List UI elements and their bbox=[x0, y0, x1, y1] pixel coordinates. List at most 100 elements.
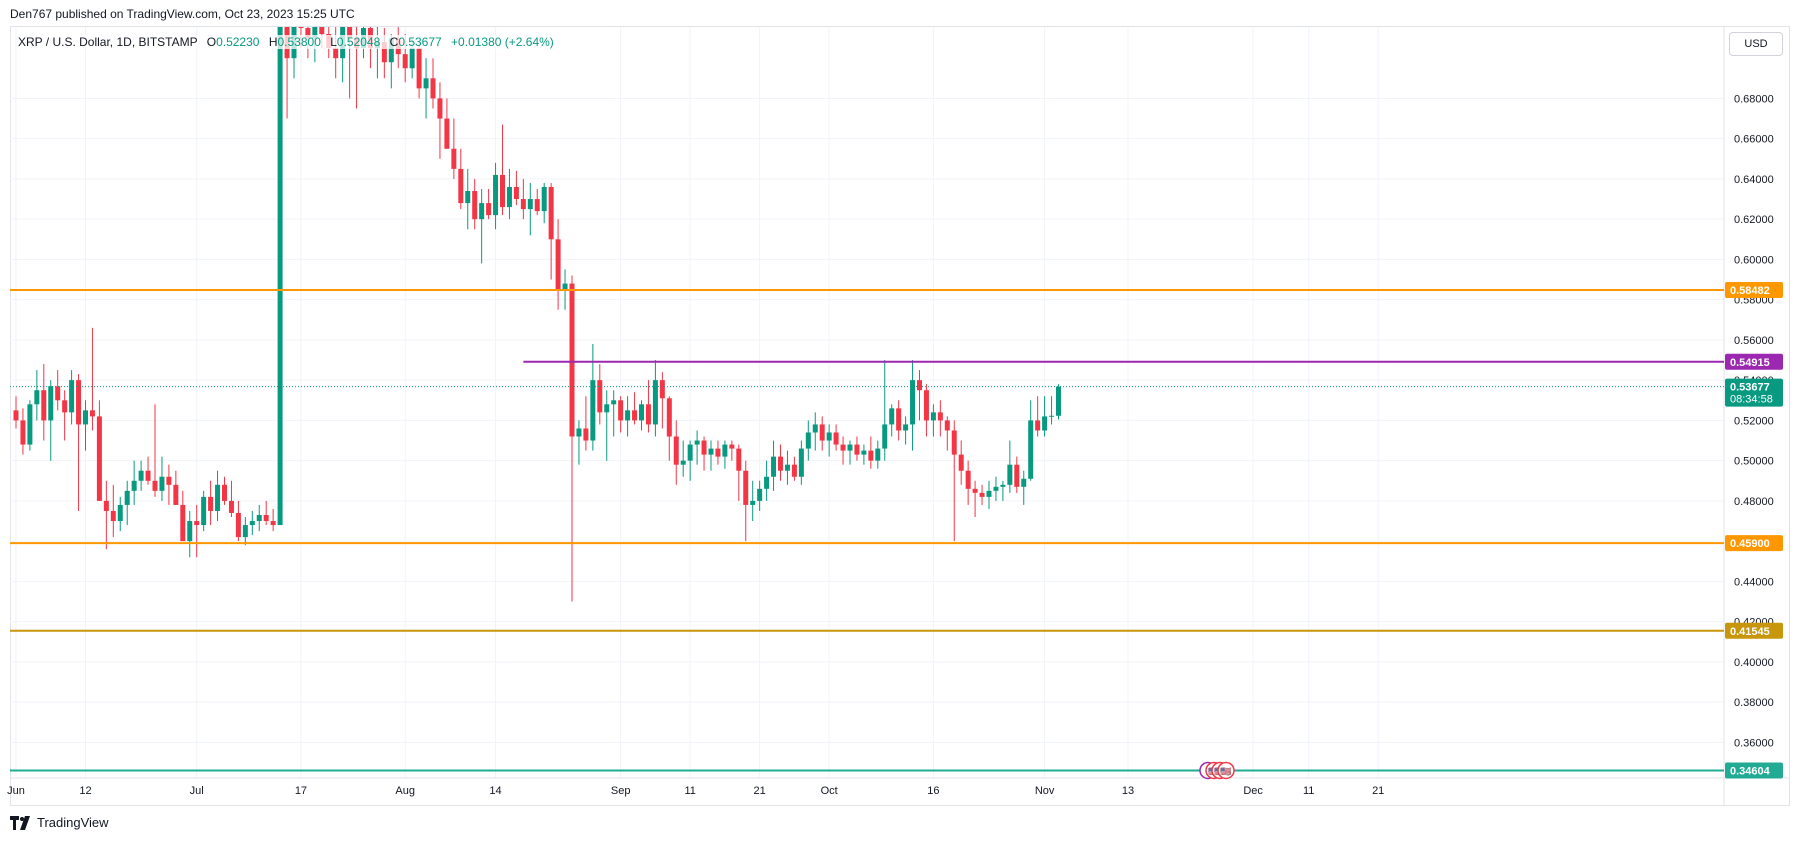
candle-body bbox=[1035, 420, 1041, 431]
candle-down bbox=[854, 436, 860, 461]
candle-up bbox=[771, 440, 777, 491]
candle-down bbox=[430, 58, 436, 109]
candle-body bbox=[249, 521, 255, 526]
candle-down bbox=[923, 384, 929, 437]
candle-down bbox=[896, 400, 902, 441]
candle-down bbox=[736, 444, 742, 501]
candle-body bbox=[875, 448, 881, 461]
low-label: L bbox=[330, 35, 337, 49]
candle-down bbox=[944, 416, 950, 451]
candle-down bbox=[965, 460, 971, 505]
time-tick-label: Jul bbox=[190, 785, 204, 797]
candle-body bbox=[923, 390, 929, 421]
candle-down bbox=[972, 480, 978, 518]
candle-down bbox=[41, 364, 47, 441]
candle-body bbox=[381, 42, 387, 63]
candle-down bbox=[284, 27, 290, 119]
candle-up bbox=[34, 370, 40, 421]
candle-body bbox=[548, 186, 554, 240]
candle-up bbox=[903, 416, 909, 445]
candle-body bbox=[604, 404, 610, 413]
candle-body bbox=[513, 186, 519, 200]
candle-down bbox=[548, 182, 554, 280]
candle-body bbox=[868, 450, 874, 461]
candle-up bbox=[1056, 384, 1061, 420]
candle-down bbox=[833, 424, 839, 451]
candle-body bbox=[680, 460, 686, 465]
level-price-tag-bg bbox=[1725, 622, 1783, 639]
candle-body bbox=[465, 191, 471, 204]
event-markers: ⚡🇺🇸🇺🇸🇺🇸 bbox=[1199, 761, 1235, 780]
candle-up bbox=[1049, 396, 1055, 425]
candle-body bbox=[722, 444, 728, 457]
time-tick-label: Sep bbox=[611, 785, 631, 797]
candle-body bbox=[972, 488, 978, 493]
candle-down bbox=[645, 380, 651, 433]
candle-body bbox=[124, 490, 130, 505]
candle-down bbox=[263, 500, 269, 526]
candle-up bbox=[201, 490, 207, 532]
candle-up bbox=[1042, 396, 1048, 437]
candle-body bbox=[312, 27, 318, 39]
candle-up bbox=[69, 370, 75, 425]
symbol-title[interactable]: XRP / U.S. Dollar, 1D, BITSTAMP bbox=[18, 35, 198, 49]
candle-body bbox=[263, 514, 269, 522]
candle-body bbox=[110, 510, 116, 522]
time-tick-label: Dec bbox=[1243, 785, 1263, 797]
candle-up bbox=[83, 400, 88, 451]
candle-body bbox=[757, 488, 763, 501]
candle-down bbox=[979, 484, 985, 505]
time-tick-label: 12 bbox=[79, 785, 91, 797]
candle-body bbox=[611, 400, 617, 405]
candle-body bbox=[1014, 464, 1020, 487]
price-tick-label: 0.66000 bbox=[1734, 134, 1774, 146]
candle-body bbox=[500, 174, 505, 208]
candle-down bbox=[555, 219, 561, 310]
candle-up bbox=[465, 168, 471, 230]
candle-body bbox=[430, 78, 436, 99]
currency-button[interactable]: USD bbox=[1729, 32, 1783, 56]
tradingview-footer[interactable]: TradingView bbox=[10, 815, 109, 830]
candle-body bbox=[13, 410, 19, 421]
candle-body bbox=[402, 54, 408, 69]
time-axis-labels: Jun 12 Jul 17 Aug 14 Sep 11 21 Oct 16 Nov 13 Dec 11 21 bbox=[7, 785, 1384, 797]
candle-down bbox=[569, 275, 575, 602]
candle-body bbox=[152, 480, 158, 491]
price-tick-label: 0.48000 bbox=[1734, 496, 1774, 508]
time-tick-label: 17 bbox=[295, 785, 307, 797]
candle-body bbox=[347, 27, 353, 39]
candle-body bbox=[27, 404, 33, 445]
candle-body bbox=[208, 496, 214, 511]
candle-down bbox=[13, 396, 19, 429]
candle-body bbox=[917, 380, 922, 391]
candle-body bbox=[1056, 386, 1061, 416]
candle-up bbox=[423, 58, 429, 119]
event-marker-glyph: 🇺🇸 bbox=[1220, 766, 1231, 777]
candle-up bbox=[527, 182, 533, 236]
time-tick-label: 16 bbox=[927, 785, 939, 797]
candle-up bbox=[687, 440, 693, 481]
candle-up bbox=[993, 476, 999, 501]
candle-up bbox=[479, 188, 485, 264]
candle-body bbox=[34, 390, 40, 405]
candle-body bbox=[145, 470, 151, 481]
candle-body bbox=[451, 148, 457, 169]
chart-pane[interactable] bbox=[10, 26, 1790, 806]
candle-down bbox=[486, 188, 492, 220]
candle-down bbox=[76, 374, 82, 511]
candle-up bbox=[889, 404, 895, 437]
candle-down bbox=[110, 484, 116, 538]
candle-body bbox=[743, 470, 749, 505]
price-tick-label: 0.60000 bbox=[1734, 254, 1774, 266]
candle-up bbox=[242, 517, 248, 546]
candle-body bbox=[736, 448, 742, 471]
candle-body bbox=[194, 521, 200, 526]
candle-down bbox=[778, 444, 783, 481]
candle-body bbox=[479, 203, 485, 220]
candle-body bbox=[228, 500, 234, 513]
candle-up bbox=[784, 450, 790, 485]
candle-up bbox=[882, 360, 888, 461]
candle-body bbox=[201, 496, 207, 526]
candle-down bbox=[444, 98, 450, 149]
